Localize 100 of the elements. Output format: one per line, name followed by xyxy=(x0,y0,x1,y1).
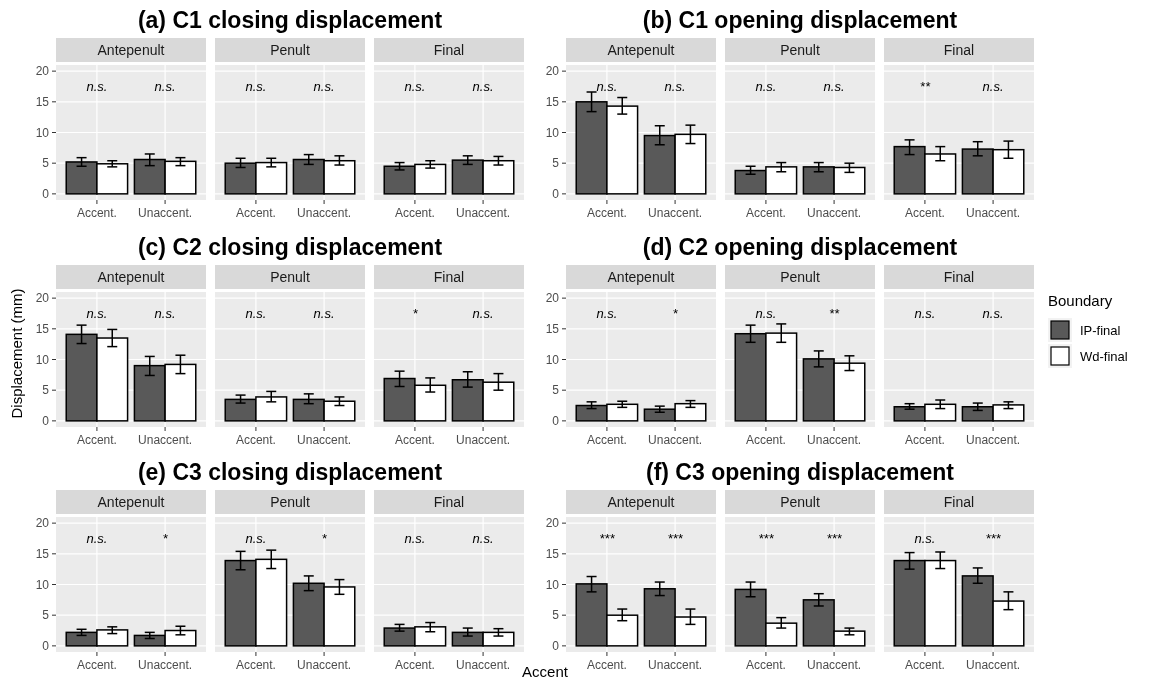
annotation: n.s. xyxy=(404,531,426,546)
annotation: *** xyxy=(599,531,616,546)
chart-subtitle: Antepenult xyxy=(607,494,675,510)
annotation: n.s. xyxy=(245,306,267,321)
annotation: * xyxy=(672,306,679,321)
annotation: n.s. xyxy=(472,306,494,321)
x-tick-label: Accent. xyxy=(76,658,117,672)
annotation: *** xyxy=(758,531,775,546)
y-tick-label: 20 xyxy=(545,516,560,531)
annotation: n.s. xyxy=(755,79,777,94)
annotation: *** xyxy=(826,531,843,546)
text: (c) C2 closing displacement xyxy=(137,234,443,260)
y-tick-label: 0 xyxy=(42,413,50,428)
annotation: n.s. xyxy=(313,306,335,321)
legend-label: IP-final xyxy=(1080,323,1121,338)
x-tick-label: Accent. xyxy=(394,433,435,447)
y-tick-label: 15 xyxy=(35,94,50,109)
y-tick-label: 15 xyxy=(545,321,560,336)
chart-subtitle: Antepenult xyxy=(607,269,675,285)
x-tick-label: Accent. xyxy=(586,658,627,672)
x-tick-label: Accent. xyxy=(235,658,276,672)
x-tick-label: Unaccent. xyxy=(807,433,862,447)
chart-subtitle: Antepenult xyxy=(97,494,165,510)
chart-subtitle: Antepenult xyxy=(97,42,165,58)
y-tick-label: 20 xyxy=(35,64,50,79)
y-tick-label: 15 xyxy=(545,94,560,109)
annotation: ** xyxy=(919,79,931,94)
chart-subtitle: Final xyxy=(433,269,465,285)
y-tick-label: 0 xyxy=(552,186,560,201)
x-tick-label: Accent. xyxy=(235,433,276,447)
x-tick-label: Accent. xyxy=(76,433,117,447)
chart-subtitle: Penult xyxy=(270,42,310,58)
annotation: n.s. xyxy=(982,79,1004,94)
y-tick-label: 10 xyxy=(545,125,560,140)
x-tick-label: Accent. xyxy=(586,433,627,447)
y-tick-label: 5 xyxy=(552,383,560,398)
x-tick-label: Unaccent. xyxy=(138,658,193,672)
y-tick-label: 5 xyxy=(552,608,560,623)
annotation: n.s. xyxy=(245,79,267,94)
y-tick-label: 15 xyxy=(35,321,50,336)
x-tick-label: Unaccent. xyxy=(648,206,703,220)
x-tick-label: Unaccent. xyxy=(966,658,1021,672)
chart-subtitle: Penult xyxy=(780,269,820,285)
y-tick-label: 20 xyxy=(545,291,560,306)
x-tick-label: Unaccent. xyxy=(138,433,193,447)
x-tick-label: Accent. xyxy=(745,658,786,672)
x-tick-label: Unaccent. xyxy=(138,206,193,220)
text: (f) C3 opening displacement xyxy=(646,459,955,485)
annotation: n.s. xyxy=(86,306,108,321)
x-tick-label: Unaccent. xyxy=(648,433,703,447)
y-tick-label: 10 xyxy=(545,352,560,367)
y-tick-label: 10 xyxy=(35,125,50,140)
annotation: * xyxy=(412,306,419,321)
x-tick-label: Unaccent. xyxy=(297,658,352,672)
x-tick-label: Accent. xyxy=(76,206,117,220)
x-tick-label: Unaccent. xyxy=(966,433,1021,447)
x-tick-label: Unaccent. xyxy=(297,433,352,447)
chart-subtitle: Penult xyxy=(780,494,820,510)
annotation: n.s. xyxy=(755,306,777,321)
x-tick-label: Accent. xyxy=(745,206,786,220)
annotation: *** xyxy=(667,531,684,546)
chart-subtitle: Final xyxy=(433,42,465,58)
annotation: n.s. xyxy=(404,79,426,94)
annotation: n.s. xyxy=(823,79,845,94)
x-tick-label: Accent. xyxy=(235,206,276,220)
chart-subtitle: Final xyxy=(943,494,975,510)
chart-subtitle: Antepenult xyxy=(607,42,675,58)
y-tick-label: 10 xyxy=(35,577,50,592)
y-tick-label: 0 xyxy=(42,186,50,201)
x-tick-label: Unaccent. xyxy=(456,433,511,447)
annotation: n.s. xyxy=(154,306,176,321)
annotation: * xyxy=(321,531,328,546)
text: (e) C3 closing displacement xyxy=(137,459,443,485)
chart-subtitle: Final xyxy=(433,494,465,510)
y-axis-title: Displacement (mm) xyxy=(8,288,25,419)
y-tick-label: 5 xyxy=(42,383,50,398)
text: (d) C2 opening displacement xyxy=(642,234,958,260)
y-tick-label: 10 xyxy=(35,352,50,367)
x-tick-label: Accent. xyxy=(394,658,435,672)
annotation: n.s. xyxy=(664,79,686,94)
annotation: n.s. xyxy=(154,79,176,94)
x-tick-label: Unaccent. xyxy=(807,658,862,672)
y-tick-label: 5 xyxy=(42,156,50,171)
x-tick-label: Accent. xyxy=(394,206,435,220)
annotation: n.s. xyxy=(472,531,494,546)
annotation: n.s. xyxy=(914,531,936,546)
y-tick-label: 20 xyxy=(545,64,560,79)
annotation: n.s. xyxy=(86,79,108,94)
y-tick-label: 10 xyxy=(545,577,560,592)
annotation: * xyxy=(162,531,169,546)
chart-subtitle: Penult xyxy=(270,269,310,285)
x-tick-label: Unaccent. xyxy=(648,658,703,672)
y-tick-label: 20 xyxy=(35,291,50,306)
annotation: n.s. xyxy=(596,79,618,94)
annotation: n.s. xyxy=(914,306,936,321)
chart-subtitle: Antepenult xyxy=(97,269,165,285)
y-tick-label: 0 xyxy=(42,638,50,653)
x-axis-title: Accent xyxy=(522,663,569,680)
annotation: n.s. xyxy=(86,531,108,546)
y-tick-label: 5 xyxy=(552,156,560,171)
